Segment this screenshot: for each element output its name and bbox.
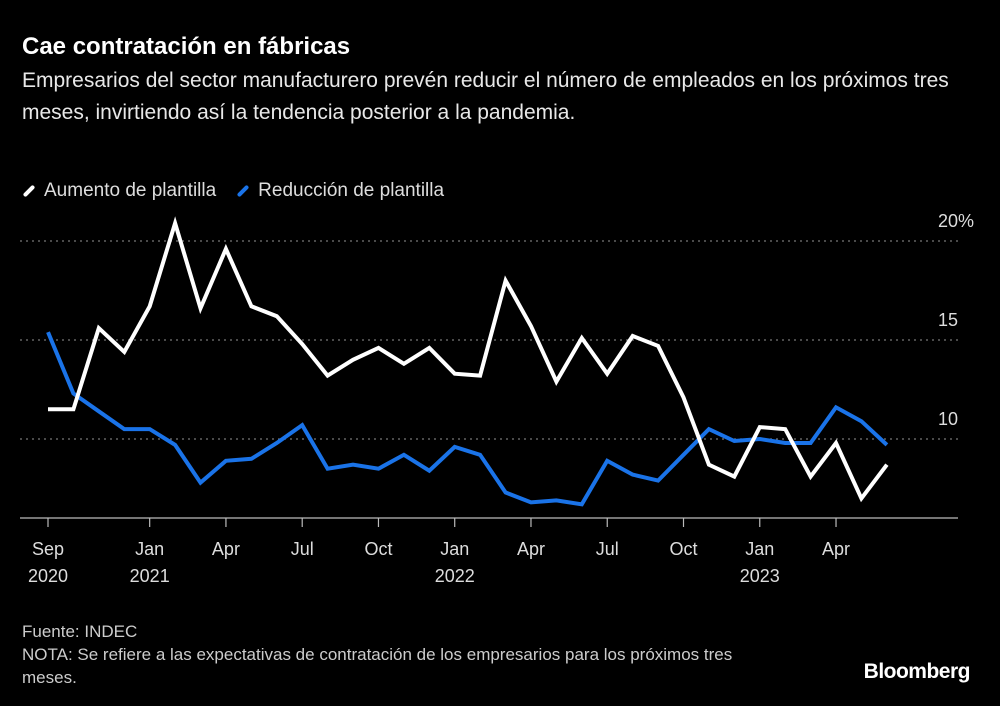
- x-tick-label: Jan: [745, 539, 774, 559]
- source-note: Fuente: INDEC: [22, 622, 138, 641]
- methodology-note: NOTA: Se refiere a las expectativas de c…: [22, 645, 733, 687]
- bloomberg-logo: Bloomberg: [863, 660, 971, 683]
- chart-title: Cae contratación en fábricas: [22, 33, 351, 60]
- y-tick-label: 20%: [938, 211, 974, 231]
- x-tick-year-label: 2023: [740, 566, 780, 586]
- x-tick-label: Oct: [364, 539, 392, 559]
- x-tick-year-label: 2022: [435, 566, 475, 586]
- x-tick-label: Apr: [212, 539, 240, 559]
- x-tick-label: Jan: [440, 539, 469, 559]
- chart-subtitle: Empresarios del sector manufacturero pre…: [22, 69, 949, 124]
- x-tick-year-label: 2021: [130, 566, 170, 586]
- x-tick-label: Apr: [822, 539, 850, 559]
- x-tick-label: Oct: [669, 539, 697, 559]
- legend: Aumento de plantilla Reducción de planti…: [22, 180, 444, 202]
- footnotes: Fuente: INDEC NOTA: Se refiere a las exp…: [22, 620, 762, 689]
- legend-label: Aumento de plantilla: [44, 180, 217, 201]
- x-tick-label: Jan: [135, 539, 164, 559]
- x-tick-label: Jul: [291, 539, 314, 559]
- x-tick-label: Apr: [517, 539, 545, 559]
- x-tick-year-label: 2020: [28, 566, 68, 586]
- x-tick-label: Jul: [596, 539, 619, 559]
- legend-item-aumento: Aumento de plantilla: [22, 180, 216, 202]
- series-line-reduccion: [46, 331, 889, 507]
- legend-item-reduccion: Reducción de plantilla: [236, 180, 444, 202]
- x-tick-label: Sep: [32, 539, 64, 559]
- series-line-aumento: [48, 216, 889, 503]
- legend-label: Reducción de plantilla: [258, 180, 445, 201]
- y-tick-label: 10: [938, 409, 958, 429]
- y-tick-label: 15: [938, 310, 958, 330]
